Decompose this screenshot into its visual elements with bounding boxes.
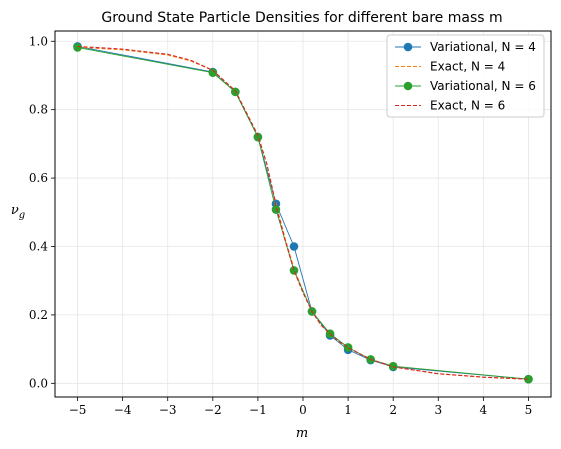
- series-4: [77, 45, 529, 380]
- legend-entry: Variational, N = 4: [430, 40, 536, 54]
- y-axis-label: νg: [11, 203, 25, 221]
- legend-marker: [403, 42, 413, 52]
- y-tick-label: 0.8: [29, 103, 48, 117]
- x-tick-label: 4: [480, 403, 488, 417]
- data-point: [289, 266, 299, 275]
- x-tick-label: −4: [114, 403, 132, 417]
- y-tick-label: 0.0: [29, 376, 48, 390]
- y-tick-label: 0.6: [29, 171, 48, 185]
- x-tick-label: −1: [249, 403, 267, 417]
- data-point: [524, 374, 533, 384]
- series-layer: [73, 42, 533, 384]
- y-tick-label: 0.2: [29, 308, 48, 322]
- legend-entry: Exact, N = 4: [430, 60, 505, 74]
- legend: Variational, N = 4 Exact, N = 4 Variationa…: [386, 34, 545, 118]
- legend-marker: [403, 81, 413, 91]
- x-tick-label: −2: [204, 403, 222, 417]
- data-point: [388, 361, 398, 371]
- data-point: [343, 343, 353, 352]
- y-tick-label: 1.0: [29, 34, 48, 48]
- chart-title: Ground State Particle Densities for diff…: [101, 10, 502, 26]
- legend-entry: Exact, N = 6: [430, 99, 505, 113]
- x-tick-label: −3: [159, 403, 177, 417]
- series-3: [73, 43, 533, 384]
- x-tick-label: −5: [69, 403, 87, 417]
- y-tick-label: 0.4: [29, 239, 48, 253]
- series-line: [77, 45, 529, 380]
- legend-box: [386, 34, 545, 118]
- data-point: [289, 242, 299, 251]
- x-tick-label: 0: [299, 403, 307, 417]
- x-axis: −5 −4 −3 −2 −1 0 1 2 3 4 5: [69, 397, 533, 417]
- legend-entry: Variational, N = 6: [430, 79, 536, 93]
- x-tick-label: 5: [525, 403, 533, 417]
- x-tick-label: 3: [434, 403, 442, 417]
- data-point: [208, 68, 218, 78]
- x-tick-label: 2: [389, 403, 397, 417]
- x-axis-label: m: [296, 426, 308, 441]
- y-axis: 0.0 0.2 0.4 0.6 0.8 1.0: [29, 34, 55, 390]
- data-point: [73, 43, 82, 52]
- data-point: [271, 205, 281, 214]
- data-point: [253, 132, 263, 142]
- x-tick-label: 1: [344, 403, 352, 417]
